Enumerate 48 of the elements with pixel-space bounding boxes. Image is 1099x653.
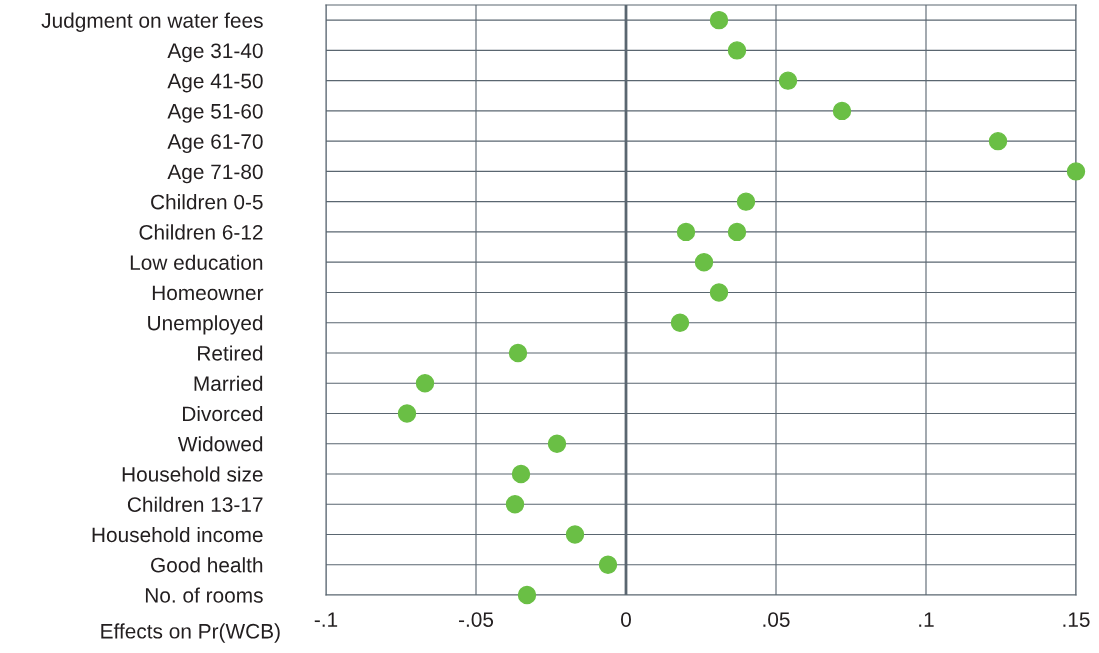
point — [832, 101, 852, 121]
y-tick-label: Married — [194, 375, 263, 391]
point — [508, 343, 528, 363]
point — [547, 434, 567, 453]
y-tick-label: Age 31-40 — [167, 43, 263, 63]
point — [778, 71, 798, 90]
y-tick-label: No. of rooms — [145, 587, 263, 603]
point — [1066, 162, 1086, 181]
x-tick-label: -.1 — [314, 612, 338, 627]
point — [709, 283, 729, 302]
point — [727, 222, 747, 242]
x-tick-label: .05 — [763, 612, 790, 627]
y-tick-label: Age 71-80 — [167, 164, 263, 184]
point — [694, 252, 714, 272]
y-tick-label: Children 0-5 — [151, 194, 263, 210]
point — [511, 464, 531, 484]
y-tick-label: Judgment on water fees — [41, 12, 263, 32]
point — [565, 525, 585, 544]
point — [397, 404, 417, 423]
y-tick-label: Low education — [130, 254, 263, 270]
x-tick-label: -.05 — [458, 612, 494, 627]
y-tick-label: Age 41-50 — [167, 73, 263, 93]
point — [517, 585, 537, 605]
point — [736, 192, 756, 211]
point — [727, 41, 747, 60]
y-tick-label: Household income — [92, 526, 263, 543]
y-tick-label: Household size — [122, 466, 263, 482]
point — [676, 222, 696, 242]
y-tick-label: Age 51-60 — [167, 103, 263, 123]
y-tick-label: Widowed — [177, 436, 263, 452]
y-tick-label: Retired — [198, 345, 263, 361]
x-axis-title: Effects on Pr(WCB) — [101, 623, 280, 643]
y-tick-label: Good health — [151, 557, 263, 573]
point — [709, 10, 729, 30]
point — [988, 131, 1008, 151]
y-tick-label: Divorced — [183, 405, 263, 422]
x-tick-label: .1 — [919, 612, 934, 627]
y-tick-label: Children 6-12 — [139, 224, 263, 240]
y-tick-label: Children 13-17 — [127, 496, 263, 512]
y-tick-label: Unemployed — [148, 315, 263, 335]
x-tick-label: 0 — [621, 612, 631, 627]
y-tick-label: Homeowner — [152, 285, 264, 301]
y-tick-label: Age 61-70 — [167, 134, 263, 154]
point — [505, 495, 525, 514]
point — [598, 555, 618, 574]
point — [670, 313, 690, 332]
point — [415, 374, 435, 393]
x-tick-label: .15 — [1063, 612, 1090, 627]
